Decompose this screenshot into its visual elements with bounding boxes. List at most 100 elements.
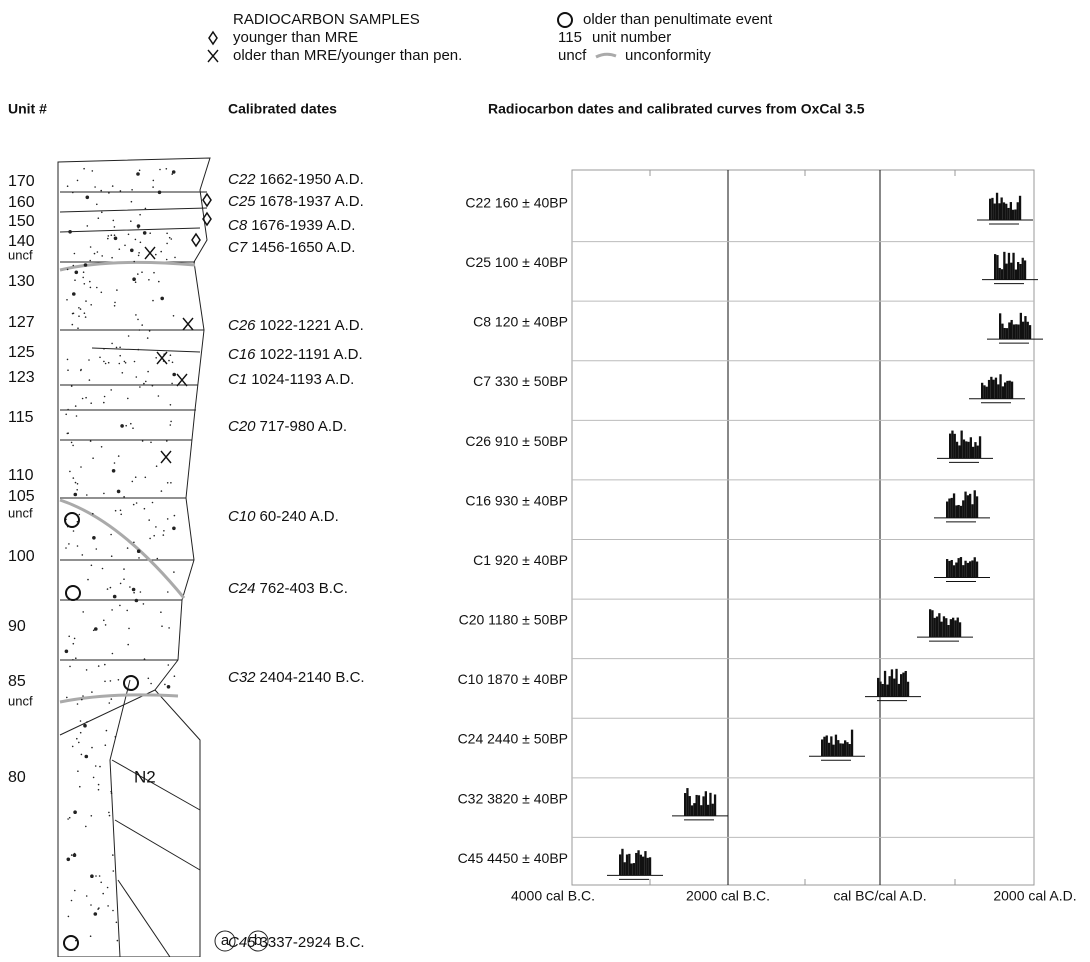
sample-id: C24 [228,580,256,597]
probability-bar [1015,270,1017,280]
sediment-dot [113,870,115,872]
sediment-dot [104,396,106,398]
panel-label: b [254,932,262,949]
sediment-dot [102,893,104,895]
probability-bar [991,198,993,220]
probability-bar [621,849,623,876]
unit-number: 110 [8,467,34,484]
probability-bar [971,560,973,577]
sediment-dot [103,402,105,404]
sediment-dot [120,583,122,585]
sediment-dot [69,666,71,668]
sediment-dot [77,180,79,182]
sediment-dot [110,587,112,589]
sediment-dot [90,874,94,878]
probability-bar [953,493,955,518]
probability-bar [835,735,837,757]
probability-bar [882,684,884,697]
sediment-dot [84,263,88,267]
sediment-dot [138,349,140,351]
sediment-dot [166,243,168,245]
probability-bar [1004,382,1006,398]
sediment-dot [81,754,83,756]
diamond-symbol [203,194,211,206]
sediment-dot [67,185,69,187]
probability-bar [954,620,956,637]
sediment-dot [90,440,92,442]
sediment-dot [68,916,70,918]
probability-bar [826,735,828,756]
probability-bar [686,788,688,816]
sediment-dot [87,579,89,581]
panel-label: a [221,932,230,949]
probability-bar [898,684,900,697]
probability-bar [1006,381,1008,399]
sediment-dot [139,214,141,216]
sediment-dot [138,255,140,257]
sediment-dot [113,595,117,599]
sediment-dot [82,277,84,279]
probability-bar [965,441,967,458]
sediment-dot [68,230,72,234]
probability-bar [958,505,960,518]
sediment-dot [160,611,162,613]
sediment-dot [127,398,129,400]
sediment-dot [107,588,109,590]
sediment-dot [160,297,164,301]
sediment-dot [119,363,121,365]
sediment-dot [159,169,161,171]
oxcal-row-label: C8 120 ± 40BP [473,314,568,330]
sediment-dot [110,389,112,391]
sediment-dot [103,620,105,622]
sediment-dot [161,625,163,627]
probability-bar [960,506,962,518]
probability-bar [974,490,976,518]
sample-id: C1 [228,371,247,388]
sediment-dot [169,237,171,239]
probability-bar [938,613,940,637]
sediment-dot [83,168,85,170]
sediment-dot [141,271,143,273]
probability-bar [974,557,976,577]
sample-id: C16 [228,346,256,363]
sediment-dot [125,362,127,364]
sediment-dot [128,628,130,630]
probability-bar [976,562,978,578]
probability-bar [1006,264,1008,280]
sediment-dot [98,217,100,219]
sediment-dot [68,636,70,638]
probability-bar [962,565,964,577]
sediment-dot [65,414,67,416]
sediment-dot [80,370,82,372]
probability-bar [936,616,938,637]
date-range: 60-240 A.D. [260,508,339,525]
probability-bar [696,795,698,816]
sediment-dot [133,542,135,544]
sediment-dot [96,287,98,289]
sediment-dot [74,253,76,255]
sediment-dot [72,292,76,296]
x-symbol [157,352,167,364]
probability-bar [1019,264,1021,280]
sediment-dot [119,355,121,357]
sediment-dot [91,815,93,817]
sediment-dot [90,246,92,248]
date-range: 1456-1650 A.D. [251,239,355,256]
probability-bar [998,203,1000,220]
sediment-dot [77,545,79,547]
sediment-dot [152,186,154,188]
probability-bar [884,671,886,697]
sediment-dot [107,887,109,889]
unit-number: 90 [8,618,26,635]
unit-number: uncf [8,247,33,262]
probability-bar [631,863,633,875]
date-range: 1678-1937 A.D. [260,193,364,210]
probability-bar [823,737,825,757]
sediment-dot [152,300,154,302]
sediment-dot [67,269,69,271]
probability-bar [689,796,691,816]
probability-bar [644,851,646,875]
sediment-dot [123,496,125,498]
